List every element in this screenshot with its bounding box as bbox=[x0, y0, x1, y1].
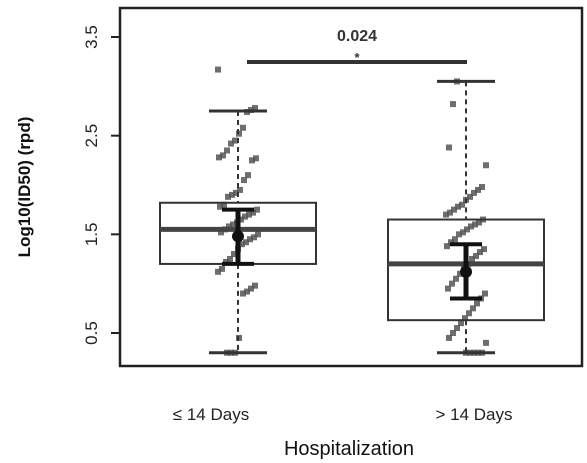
mean-marker bbox=[460, 265, 472, 278]
data-point bbox=[249, 157, 255, 164]
data-point bbox=[247, 236, 253, 243]
data-point bbox=[254, 206, 260, 213]
data-point bbox=[252, 105, 258, 112]
data-point bbox=[215, 268, 221, 275]
data-point bbox=[253, 155, 259, 162]
data-point bbox=[241, 177, 247, 184]
data-point bbox=[446, 144, 452, 151]
data-point bbox=[238, 216, 244, 223]
data-point bbox=[458, 320, 464, 327]
plot-groups bbox=[159, 66, 545, 356]
plot-area-border bbox=[118, 6, 584, 368]
data-point bbox=[250, 209, 256, 216]
data-point bbox=[221, 201, 227, 208]
y-tick-label: 0.5 bbox=[82, 321, 101, 345]
data-point bbox=[230, 221, 236, 228]
data-point bbox=[457, 270, 463, 277]
data-point bbox=[229, 191, 235, 198]
x-axis-title: Hospitalization bbox=[284, 438, 414, 460]
data-point bbox=[227, 256, 233, 262]
data-point bbox=[471, 189, 477, 196]
data-point bbox=[477, 249, 483, 256]
data-point bbox=[469, 256, 475, 262]
data-point bbox=[228, 140, 234, 147]
y-axis: 0.5 1.5 2.5 3.5 bbox=[82, 25, 120, 345]
data-point bbox=[482, 290, 488, 297]
data-point bbox=[220, 152, 226, 159]
data-point bbox=[483, 162, 489, 169]
data-point bbox=[472, 221, 478, 228]
data-point bbox=[452, 236, 458, 243]
data-point bbox=[445, 285, 451, 292]
data-point bbox=[479, 183, 485, 190]
data-point bbox=[473, 253, 479, 260]
data-point bbox=[240, 290, 246, 297]
data-point bbox=[231, 251, 237, 258]
data-point bbox=[450, 101, 456, 108]
data-point bbox=[444, 243, 450, 250]
data-point bbox=[252, 282, 258, 289]
data-point bbox=[218, 229, 224, 236]
data-point bbox=[447, 209, 453, 216]
data-point bbox=[449, 280, 455, 287]
data-point bbox=[239, 241, 245, 248]
data-point bbox=[470, 305, 476, 312]
data-point bbox=[459, 201, 465, 208]
data-point bbox=[240, 124, 246, 131]
y-tick-label: 2.5 bbox=[82, 124, 101, 148]
x-tick-label-group-2: > 14 Days bbox=[435, 405, 512, 424]
data-point bbox=[243, 239, 249, 246]
data-point bbox=[467, 193, 473, 200]
x-tick-label-group-1: ≤ 14 Days bbox=[173, 405, 249, 424]
y-tick-label: 3.5 bbox=[82, 25, 101, 49]
data-point bbox=[468, 223, 474, 230]
data-point bbox=[237, 186, 243, 193]
data-point bbox=[475, 186, 481, 193]
significance-annotation: 0.024 * bbox=[247, 28, 467, 65]
y-tick-label: 1.5 bbox=[82, 223, 101, 247]
data-point bbox=[216, 154, 222, 161]
data-point bbox=[245, 172, 251, 179]
data-point bbox=[455, 203, 461, 210]
data-point bbox=[446, 334, 452, 341]
data-point bbox=[242, 213, 248, 220]
data-point bbox=[225, 193, 231, 200]
data-point bbox=[451, 206, 457, 213]
data-point bbox=[244, 288, 250, 295]
y-axis-title: Log10(ID50) (rpd) bbox=[15, 117, 34, 258]
data-point bbox=[233, 189, 239, 196]
data-point bbox=[215, 66, 221, 73]
p-value-label: 0.024 bbox=[337, 28, 377, 45]
data-point bbox=[232, 137, 238, 144]
data-point bbox=[481, 246, 487, 253]
data-point bbox=[248, 285, 254, 292]
data-point bbox=[476, 219, 482, 226]
data-point bbox=[462, 315, 468, 322]
box-group bbox=[387, 78, 545, 356]
box-group bbox=[159, 66, 317, 356]
data-point bbox=[246, 211, 252, 218]
data-point bbox=[453, 275, 459, 282]
data-point bbox=[456, 231, 462, 238]
data-point bbox=[466, 310, 472, 317]
data-point bbox=[443, 211, 449, 218]
mean-marker bbox=[232, 230, 244, 243]
data-point bbox=[474, 300, 480, 307]
data-point bbox=[226, 223, 232, 230]
data-point bbox=[460, 229, 466, 236]
data-point bbox=[217, 203, 223, 210]
data-point bbox=[255, 231, 261, 238]
iqr-box bbox=[387, 218, 545, 322]
data-point bbox=[251, 234, 257, 241]
data-point bbox=[219, 265, 225, 272]
significance-star: * bbox=[354, 50, 360, 65]
data-point bbox=[224, 147, 230, 154]
data-point bbox=[464, 226, 470, 233]
data-point bbox=[450, 330, 456, 336]
data-point bbox=[483, 339, 489, 346]
data-point bbox=[454, 325, 460, 332]
